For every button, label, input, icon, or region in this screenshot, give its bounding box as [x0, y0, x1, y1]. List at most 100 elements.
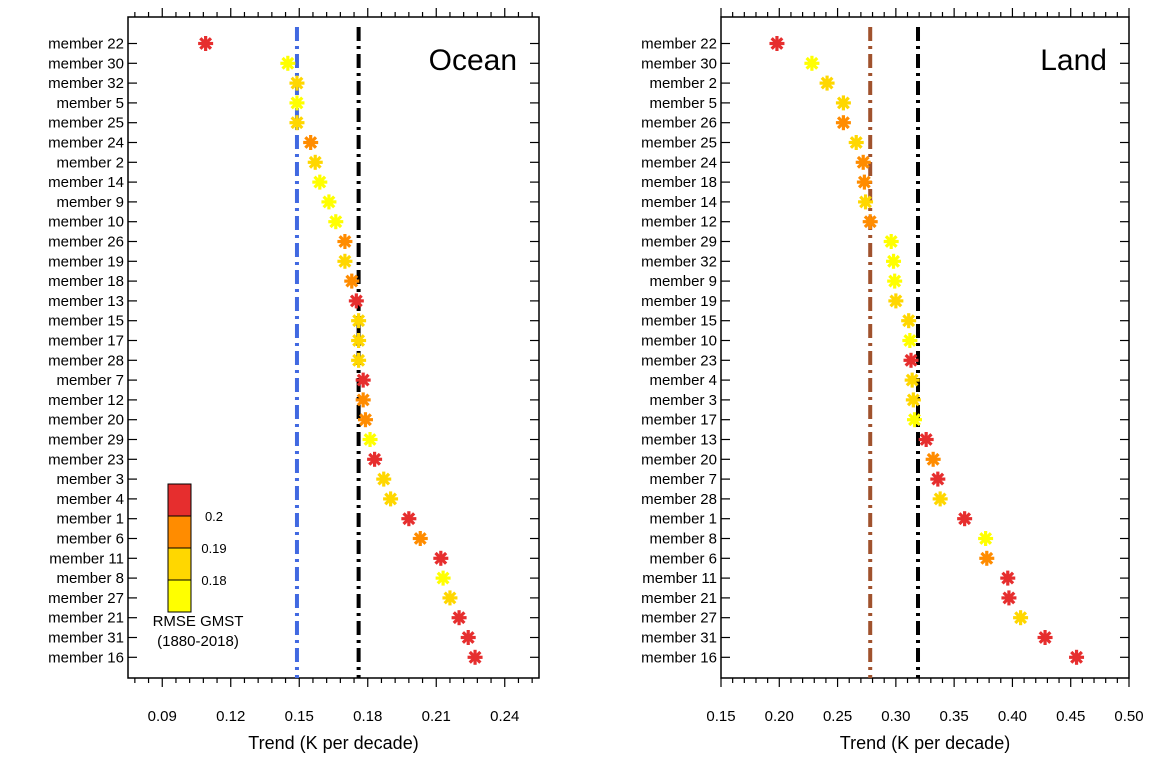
ocean-category-label: member 16 [48, 649, 124, 666]
ocean-data-point-stroke [290, 116, 304, 130]
ocean-colorbar-title: (1880-2018) [157, 633, 239, 650]
ocean-category-label: member 14 [48, 174, 124, 191]
land-panel-title: Land [1040, 44, 1107, 77]
ocean-data-point-stroke [352, 353, 366, 367]
ocean-category-label: member 17 [48, 333, 124, 350]
ocean-category-label: member 15 [48, 313, 124, 330]
land-data-point [905, 392, 921, 408]
ocean-data-point [198, 36, 214, 51]
land-category-label: member 28 [641, 491, 717, 508]
land-data-point-stroke [836, 96, 850, 110]
land-data-point [978, 531, 994, 546]
ocean-data-point-stroke [356, 393, 370, 407]
ocean-category-label: member 21 [48, 610, 124, 627]
land-data-point [901, 313, 917, 329]
land-data-point-stroke [1038, 631, 1052, 644]
land-category-label: member 27 [641, 610, 717, 627]
ocean-data-point-stroke [313, 175, 327, 189]
land-category-label: member 31 [641, 630, 717, 647]
ocean-data-point-stroke [290, 96, 304, 110]
ocean-data-point-stroke [349, 294, 363, 308]
land-data-point-stroke [1014, 611, 1028, 625]
land-category-label: member 18 [641, 174, 717, 191]
land-category-label: member 9 [649, 273, 717, 290]
ocean-category-label: member 32 [48, 75, 124, 92]
ocean-category-label: member 2 [56, 154, 124, 171]
ocean-data-point [355, 392, 371, 408]
ocean-data-point [280, 55, 296, 71]
ocean-category-label: member 9 [56, 194, 124, 211]
land-x-tick-label: 0.50 [1114, 708, 1143, 725]
ocean-colorbar-label: 0.2 [205, 509, 223, 524]
ocean-data-point-stroke [281, 56, 295, 70]
land-data-point [883, 234, 899, 249]
ocean-colorbar: 0.2 0.19 0.18 RMSE GMST (1880-2018) [153, 483, 243, 650]
ocean-data-point-stroke [363, 433, 377, 446]
land-category-label: member 29 [641, 234, 717, 251]
land-x-tick-label: 0.30 [881, 708, 910, 725]
land-data-point [907, 412, 923, 428]
land-data-point [932, 491, 948, 507]
ocean-data-point [460, 630, 476, 645]
land-data-point-stroke [903, 334, 917, 347]
ocean-data-point [401, 511, 417, 527]
ocean-data-point [289, 95, 305, 111]
land-category-label: member 25 [641, 135, 717, 152]
ocean-category-label: member 12 [48, 392, 124, 409]
ocean-data-point [307, 154, 323, 170]
land-data-point [925, 451, 941, 467]
ocean-data-point-stroke [384, 492, 398, 506]
ocean-x-axis-label: Trend (K per decade) [248, 733, 418, 753]
land-data-point-stroke [805, 56, 819, 70]
ocean-data-point-stroke [461, 631, 475, 644]
land-data-point-stroke [1001, 571, 1015, 585]
ocean-data-point-stroke [308, 155, 322, 169]
ocean-data-point-stroke [359, 413, 372, 427]
land-data-point-stroke [856, 155, 870, 169]
land-category-label: member 32 [641, 253, 717, 270]
ocean-category-label: member 24 [48, 135, 124, 152]
ocean-data-point [433, 550, 449, 566]
land-x-tick-label: 0.15 [706, 708, 735, 725]
land-data-point-stroke [836, 116, 850, 130]
ocean-data-point [467, 649, 483, 665]
ocean-colorbar-label: 0.18 [201, 573, 226, 588]
ocean-data-point [412, 531, 428, 546]
land-data-point-stroke [908, 413, 921, 427]
ocean-colorbar-swatch [167, 515, 192, 549]
ocean-data-point [362, 432, 378, 447]
ocean-category-label: member 18 [48, 273, 124, 290]
ocean-data-point-stroke [436, 571, 450, 585]
ocean-category-label: member 27 [48, 590, 124, 607]
ocean-data-point-stroke [329, 215, 343, 229]
land-data-point [930, 471, 946, 487]
ocean-data-point [376, 471, 392, 487]
ocean-data-point [442, 590, 458, 606]
land-data-point [862, 214, 878, 230]
ocean-category-label: member 29 [48, 432, 124, 449]
land-panel: 0.15 0.20 0.25 0.30 0.35 0.40 0.45 0.50 Trend (K… [641, 8, 1144, 753]
ocean-data-point-stroke [413, 532, 427, 545]
ocean-category-label: member 6 [56, 531, 124, 548]
ocean-data-point [355, 372, 371, 388]
ocean-category-label: member 19 [48, 253, 124, 270]
ocean-data-point [451, 610, 467, 626]
land-data-point [979, 550, 995, 566]
land-x-tick-label: 0.45 [1056, 708, 1085, 725]
ocean-data-point [383, 491, 399, 507]
land-data-point [1001, 590, 1017, 606]
land-category-label: member 3 [649, 392, 717, 409]
land-data-point [902, 333, 918, 348]
ocean-x-tick-label: 0.15 [285, 708, 314, 725]
land-x-tick-label: 0.25 [823, 708, 852, 725]
land-x-tick-label: 0.20 [765, 708, 794, 725]
ocean-data-point-stroke [304, 136, 318, 149]
ocean-category-label: member 31 [48, 630, 124, 647]
land-data-point-stroke [857, 175, 871, 189]
land-data-point-stroke [980, 551, 994, 565]
land-data-point-stroke [1002, 591, 1016, 605]
ocean-data-point [337, 253, 353, 269]
land-category-label: member 5 [649, 95, 717, 112]
land-category-label: member 14 [641, 194, 717, 211]
